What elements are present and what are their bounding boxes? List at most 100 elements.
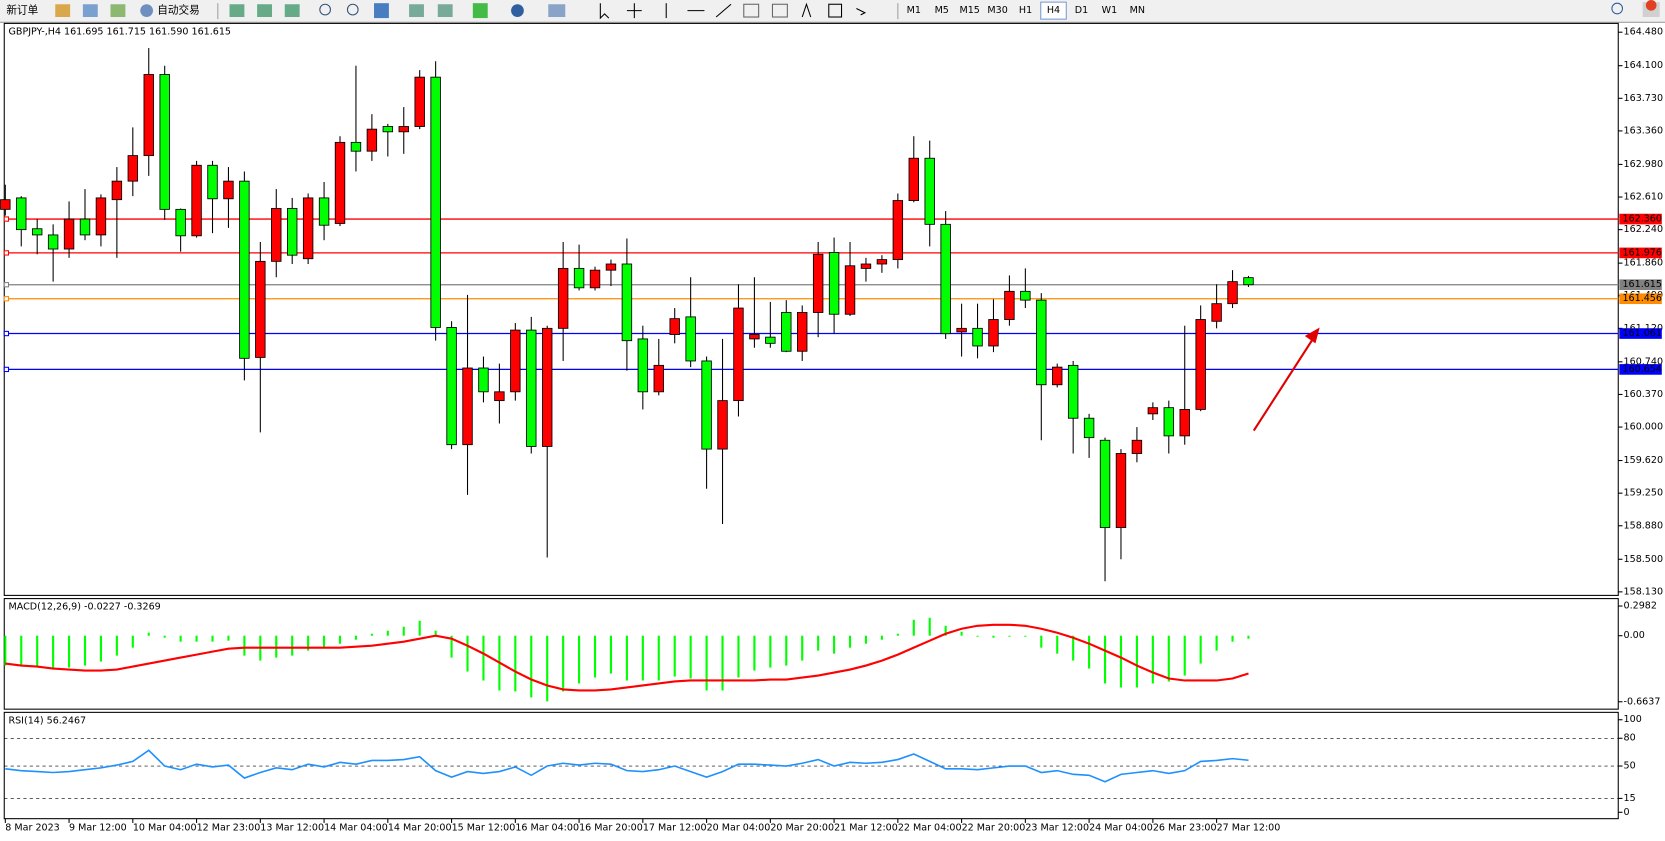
candle-body — [669, 318, 680, 335]
auto-trading-label[interactable]: 自动交易 — [157, 4, 199, 17]
label-tool[interactable] — [828, 3, 843, 18]
y-tick-label: 164.480 — [1624, 27, 1663, 38]
timeframe-button[interactable]: M5 — [935, 5, 949, 16]
text-tool[interactable] — [801, 2, 812, 18]
candle-body — [494, 391, 505, 402]
price-level-box — [1619, 328, 1662, 339]
price-level-label: 161.456 — [1622, 293, 1661, 304]
y-tick-label: 159.250 — [1624, 488, 1663, 499]
y-tick-label: 161.860 — [1624, 258, 1663, 269]
timeframe-button[interactable]: D1 — [1075, 5, 1088, 16]
price-level-box — [1619, 279, 1662, 291]
price-level-marker — [3, 282, 10, 288]
periods[interactable] — [511, 4, 524, 18]
search[interactable] — [1611, 2, 1624, 15]
x-tick-label: 10 Mar 04:00 — [133, 823, 197, 834]
y-tick-label: 0.00 — [1624, 630, 1645, 641]
candle-body — [350, 141, 362, 152]
candle-body — [79, 218, 91, 236]
candle-body — [223, 180, 234, 200]
candle-body — [366, 128, 378, 152]
auto-trading-button[interactable] — [137, 3, 210, 20]
icon[interactable] — [284, 4, 300, 18]
x-tick-label: 22 Mar 20:00 — [962, 823, 1026, 834]
timeframe-button[interactable]: H4 — [1047, 5, 1060, 16]
y-tick-label: 163.360 — [1624, 125, 1663, 136]
timeframe-active[interactable] — [1040, 1, 1067, 20]
templates[interactable] — [548, 4, 566, 18]
panel — [3, 598, 1619, 710]
candle-body — [510, 329, 521, 393]
candle-body — [271, 208, 282, 262]
icon[interactable] — [409, 4, 424, 18]
icon[interactable] — [257, 4, 273, 18]
cursor-tool[interactable] — [599, 3, 610, 20]
candle-body — [63, 218, 75, 250]
indicators[interactable] — [472, 3, 488, 19]
timeframe-button[interactable]: M1 — [907, 5, 921, 16]
candle-body — [47, 234, 59, 250]
candle-body — [159, 74, 170, 210]
candle-body — [828, 252, 840, 315]
x-tick-label: 27 Mar 12:00 — [1217, 823, 1281, 834]
candle-body — [797, 312, 808, 352]
icon[interactable] — [82, 4, 98, 18]
candle-body — [382, 126, 394, 133]
timeframe-button[interactable]: M15 — [959, 5, 979, 16]
icon[interactable] — [229, 4, 245, 18]
candle-body — [908, 157, 919, 201]
arrow-tool[interactable] — [856, 8, 867, 16]
panel-title: MACD(12,26,9) -0.0227 -0.3269 — [9, 602, 161, 613]
candle-body — [398, 126, 409, 133]
candle-body — [1052, 366, 1063, 386]
candle-body — [1211, 303, 1222, 322]
x-tick-label: 26 Mar 23:00 — [1153, 823, 1217, 834]
candle-body — [31, 228, 43, 236]
candle-body — [302, 197, 314, 260]
candle-body — [414, 76, 425, 127]
candle-body — [860, 263, 872, 269]
x-tick-label: 9 Mar 12:00 — [69, 823, 127, 834]
panel — [3, 22, 1619, 596]
zoom-in[interactable] — [319, 3, 331, 16]
new-order-label[interactable]: 新订单 — [6, 4, 38, 17]
candle-body — [1147, 407, 1159, 415]
timeframe-button[interactable]: W1 — [1102, 5, 1118, 16]
icon[interactable] — [55, 4, 71, 18]
timeframe-button[interactable]: M30 — [987, 5, 1007, 16]
price-level-marker — [3, 216, 10, 222]
tile[interactable] — [374, 3, 389, 19]
candle-body — [972, 327, 983, 347]
new-order-button[interactable] — [3, 3, 48, 20]
candle-body — [1067, 364, 1079, 419]
y-tick-label: 160.000 — [1624, 422, 1663, 433]
candle-body — [526, 329, 537, 447]
candle-body — [621, 263, 633, 342]
auto-trading-icon — [140, 4, 154, 18]
annotation-arrow — [1252, 331, 1319, 432]
candle-body — [1099, 439, 1111, 528]
y-tick-label: 164.100 — [1624, 60, 1663, 71]
candle-body — [127, 155, 139, 182]
icon[interactable] — [437, 4, 453, 18]
x-tick-label: 23 Mar 12:00 — [1025, 823, 1089, 834]
crosshair-tool[interactable] — [626, 3, 642, 19]
fibo-tool[interactable] — [771, 3, 788, 18]
icon[interactable] — [110, 4, 126, 18]
zoom-out[interactable] — [346, 3, 359, 16]
price-level-box — [1619, 247, 1662, 259]
channel-tool[interactable] — [743, 3, 760, 18]
y-tick-label: 158.880 — [1624, 520, 1663, 531]
price-level-box — [1619, 293, 1662, 305]
y-tick-label: 50 — [1624, 761, 1636, 772]
toolbar — [0, 0, 1665, 23]
candle-body — [0, 199, 11, 210]
x-tick-label: 20 Mar 04:00 — [707, 823, 771, 834]
trendline-tool[interactable] — [715, 3, 732, 18]
candle-body — [781, 312, 792, 352]
price-level-label: 160.654 — [1622, 364, 1661, 375]
timeframe-button[interactable]: MN — [1130, 5, 1145, 16]
candle-body — [1227, 281, 1238, 305]
x-tick-label: 14 Mar 04:00 — [324, 823, 388, 834]
timeframe-button[interactable]: H1 — [1019, 5, 1032, 16]
